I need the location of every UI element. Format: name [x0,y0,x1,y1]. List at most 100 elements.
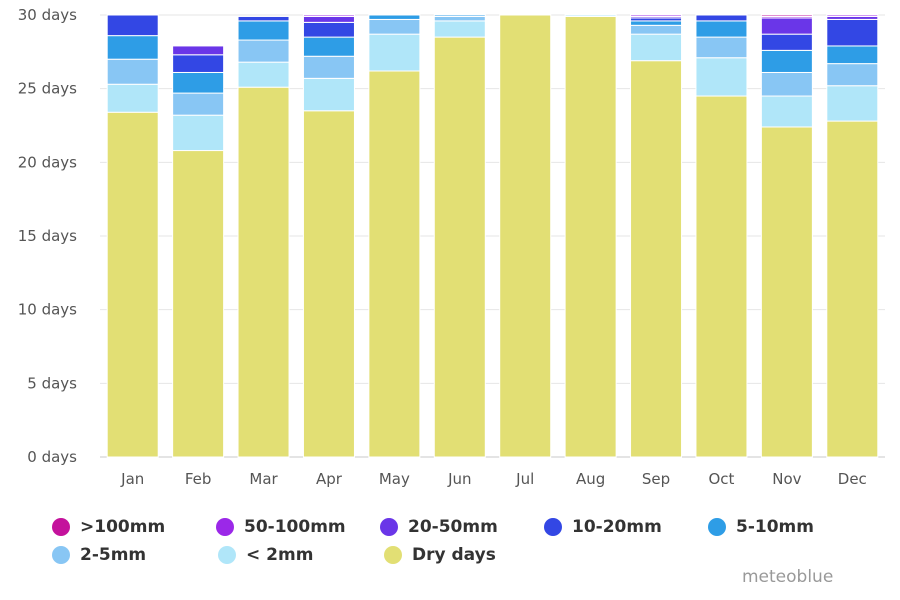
bar-segment[interactable] [106,35,159,60]
legend-dot-icon [708,518,726,536]
bar-segment[interactable] [172,92,225,116]
bar-segment[interactable] [368,70,421,458]
bar-segment[interactable] [172,54,225,73]
bar-segment[interactable] [302,36,355,57]
legend-row-1: >100mm 50-100mm 20-50mm 10-20mm 5-10mm [52,513,872,541]
bar-segment[interactable] [695,20,748,38]
bar-segment[interactable] [630,20,683,26]
bar-segment[interactable] [499,14,552,458]
x-tick-label: Aug [576,470,605,488]
bar-segment[interactable] [695,14,748,22]
x-tick-label: Jun [447,470,471,488]
bar-segment[interactable] [630,60,683,458]
bar-segment[interactable] [302,21,355,38]
legend-item-under-2mm[interactable]: < 2mm [218,545,384,565]
bar-segment[interactable] [826,85,879,122]
bar-segment[interactable] [695,95,748,458]
bar-segment[interactable] [172,150,225,458]
y-tick-label: 10 days [18,301,77,319]
legend-row-2: 2-5mm < 2mm Dry days [52,541,872,569]
bar-segment[interactable] [106,14,159,37]
legend-dot-icon [52,518,70,536]
legend-label: 10-20mm [572,517,662,537]
bar-segment[interactable] [760,95,813,128]
bar-segment[interactable] [695,57,748,97]
bar-segment[interactable] [760,49,813,73]
legend-label: Dry days [412,545,496,565]
bar-segment[interactable] [630,24,683,35]
bar-segment[interactable] [237,39,290,63]
legend-item-over-100mm[interactable]: >100mm [52,517,216,537]
x-tick-label: May [379,470,410,488]
x-tick-label: Oct [708,470,734,488]
legend-item-50-100mm[interactable]: 50-100mm [216,517,380,537]
legend-label: 2-5mm [80,545,147,565]
legend-item-10-20mm[interactable]: 10-20mm [544,517,708,537]
y-tick-label: 30 days [18,6,77,24]
legend-dot-icon [380,518,398,536]
bars [106,14,879,458]
bar-segment[interactable] [302,77,355,112]
legend: >100mm 50-100mm 20-50mm 10-20mm 5-10mm 2… [52,513,872,569]
x-tick-label: Nov [772,470,801,488]
bar-segment[interactable] [433,36,486,458]
bar-segment[interactable] [433,20,486,38]
grid-lines [100,14,885,458]
bar-segment[interactable] [106,83,159,113]
x-tick-label: Dec [838,470,867,488]
y-tick-label: 25 days [18,80,77,98]
bar-segment[interactable] [760,17,813,35]
legend-dot-icon [52,546,70,564]
x-tick-label: Sep [642,470,670,488]
bar-segment[interactable] [172,45,225,56]
legend-label: 5-10mm [736,517,814,537]
bar-segment[interactable] [826,45,879,65]
bar-segment[interactable] [172,114,225,152]
bar-segment[interactable] [172,71,225,94]
bar-segment[interactable] [826,120,879,458]
bar-segment[interactable] [826,14,879,17]
y-tick-label: 20 days [18,153,77,171]
bar-segment[interactable] [302,14,355,17]
bar-segment[interactable] [433,15,486,22]
bar-segment[interactable] [368,33,421,72]
bar-segment[interactable] [302,55,355,79]
bar-segment[interactable] [106,58,159,85]
y-tick-label: 0 days [27,448,77,466]
bar-segment[interactable] [760,71,813,97]
bar-segment[interactable] [826,18,879,47]
bar-segment[interactable] [564,15,617,458]
x-tick-label: Jul [515,470,534,488]
legend-item-2-5mm[interactable]: 2-5mm [52,545,218,565]
bar-segment[interactable] [630,33,683,62]
legend-item-dry-days[interactable]: Dry days [384,545,550,565]
bar-segment[interactable] [760,33,813,51]
bar-segment[interactable] [237,20,290,41]
legend-label: 20-50mm [408,517,498,537]
bar-segment[interactable] [368,14,421,20]
legend-label: < 2mm [246,545,314,565]
bar-segment[interactable] [760,14,813,17]
legend-item-5-10mm[interactable]: 5-10mm [708,517,872,537]
x-tick-label: Jan [120,470,144,488]
bar-segment[interactable] [237,86,290,458]
bar-segment[interactable] [826,63,879,87]
bar-segment[interactable] [237,15,290,22]
bar-segment[interactable] [368,18,421,35]
bar-segment[interactable] [433,14,486,17]
legend-dot-icon [384,546,402,564]
bar-segment[interactable] [106,111,159,458]
meteoblue-credit[interactable]: meteoblue [742,567,834,587]
y-tick-label: 5 days [27,374,77,392]
bar-segment[interactable] [630,14,683,17]
bar-segment[interactable] [564,14,617,17]
legend-dot-icon [218,546,236,564]
legend-label: >100mm [80,517,166,537]
bar-segment[interactable] [760,126,813,458]
axis-labels: 0 days 5 days 10 days 15 days 20 days 25 days… [18,6,867,488]
bar-segment[interactable] [237,61,290,88]
legend-item-20-50mm[interactable]: 20-50mm [380,517,544,537]
bar-segment[interactable] [302,110,355,458]
bar-segment[interactable] [302,15,355,23]
bar-segment[interactable] [695,36,748,59]
